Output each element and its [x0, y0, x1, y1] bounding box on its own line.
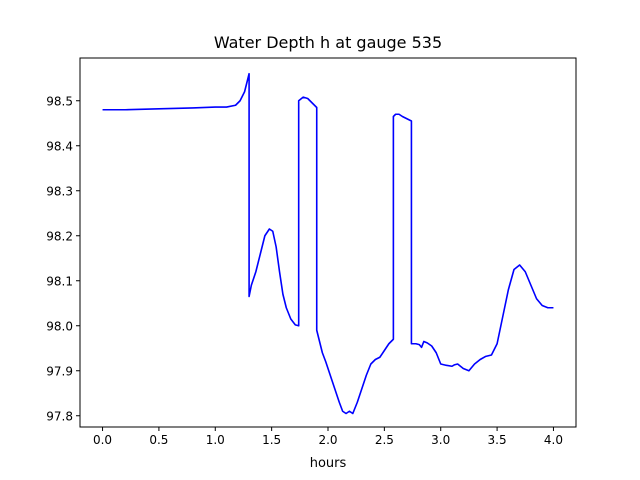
x-tick-label: 2.0 — [318, 433, 337, 447]
y-tick-label: 98.3 — [46, 184, 73, 198]
y-tick-label: 97.9 — [46, 364, 73, 378]
y-tick-label: 98.2 — [46, 229, 73, 243]
line-layer — [102, 72, 554, 415]
data-series-line-0 — [102, 72, 554, 415]
x-axis-label: hours — [310, 456, 347, 471]
y-tick-label: 98.5 — [46, 94, 73, 108]
x-tick-label: 1.5 — [262, 433, 281, 447]
x-tick-label: 4.0 — [544, 433, 563, 447]
y-tick-label: 97.8 — [46, 409, 73, 423]
x-tick-label: 1.0 — [206, 433, 225, 447]
y-tick-label: 98.4 — [46, 139, 73, 153]
x-tick-label: 3.0 — [431, 433, 450, 447]
x-tick-label: 0.0 — [93, 433, 112, 447]
y-tick-label: 98.1 — [46, 274, 73, 288]
chart-title: Water Depth h at gauge 535 — [214, 33, 442, 52]
x-tick-label: 2.5 — [375, 433, 394, 447]
x-tick-label: 3.5 — [488, 433, 507, 447]
x-axis: 0.0 0.5 1.0 1.5 2.0 2.5 3.0 3.5 4.0 — [93, 427, 563, 447]
y-axis: 97.8 97.9 98.0 98.1 98.2 98.3 98.4 98.5 — [46, 94, 80, 423]
x-tick-label: 0.5 — [149, 433, 168, 447]
y-tick-label: 98.0 — [46, 319, 73, 333]
